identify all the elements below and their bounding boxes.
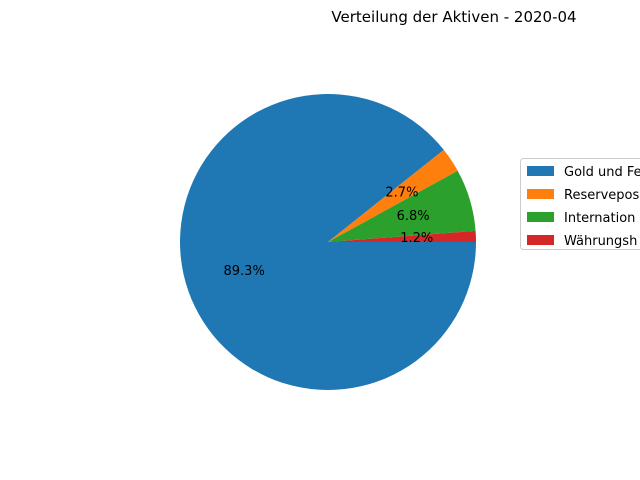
legend-frame xyxy=(520,158,640,250)
legend-label: Reservepos xyxy=(564,188,639,203)
legend-swatch xyxy=(527,212,554,222)
slice-percentage-label: 89.3% xyxy=(224,264,265,279)
legend-label: Internation xyxy=(564,211,635,226)
pie-slice-1 xyxy=(180,93,476,390)
chart-title: Verteilung der Aktiven - 2020-04 xyxy=(331,8,576,26)
pie-slice-4 xyxy=(328,230,476,242)
percentage-labels: 89.3% 2.7% 6.8% 1.2% xyxy=(224,185,434,279)
legend-swatch xyxy=(527,166,554,176)
slice-percentage-label: 6.8% xyxy=(397,209,430,224)
pie-slice-3 xyxy=(328,170,476,242)
slice-percentage-label: 2.7% xyxy=(385,185,418,200)
slice-percentage-label: 1.2% xyxy=(400,231,433,246)
legend-swatch xyxy=(527,235,554,245)
legend: Gold und Fe Reservepos Internation Währungs… xyxy=(520,158,640,250)
legend-label: Gold und Fe xyxy=(564,165,640,180)
pie-slice-2 xyxy=(328,149,458,242)
legend-swatch xyxy=(527,189,554,199)
legend-items: Gold und Fe Reservepos Internation Währungs… xyxy=(527,165,640,249)
pie-group xyxy=(180,93,476,390)
legend-label: Währungsh xyxy=(564,234,637,249)
